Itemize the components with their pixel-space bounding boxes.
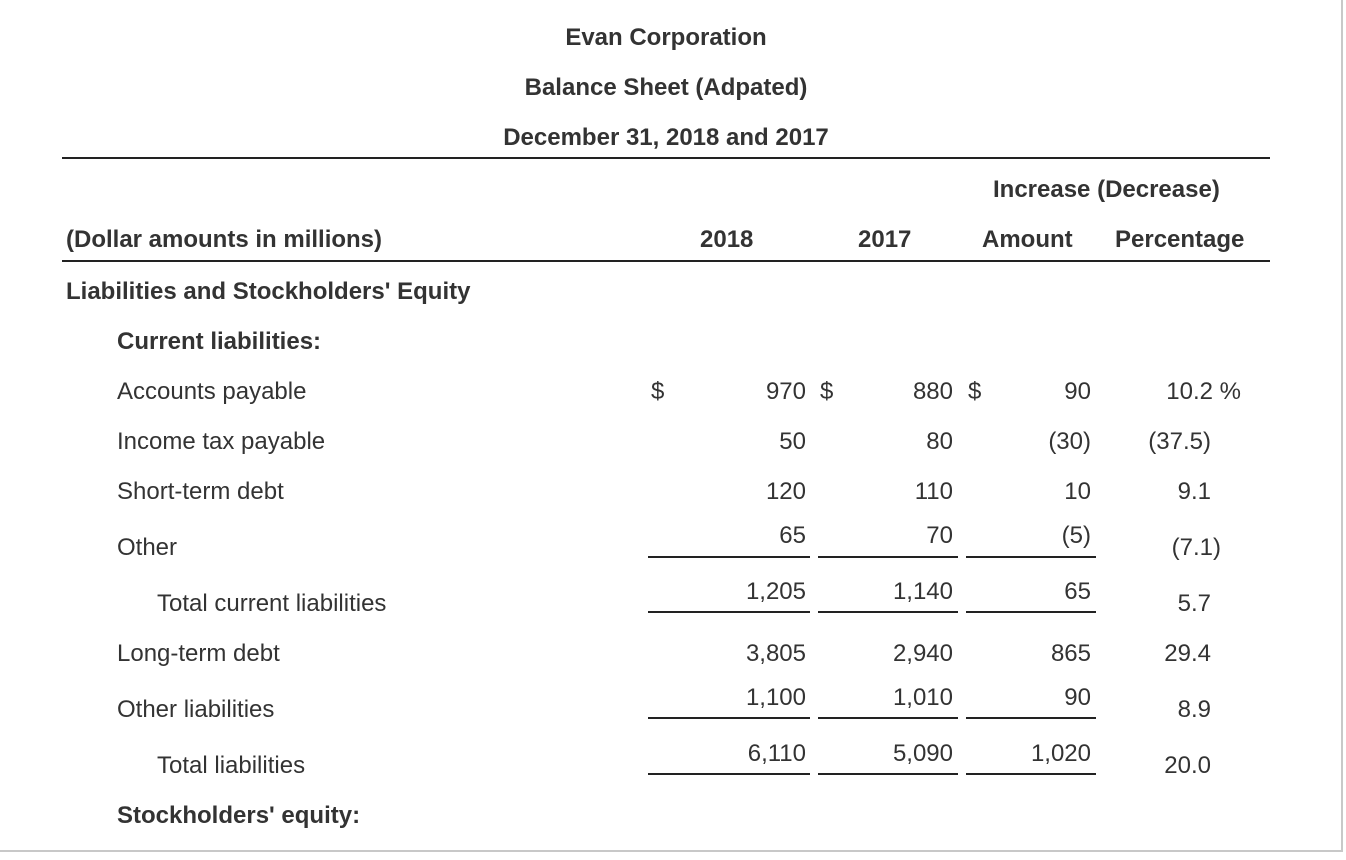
row-label: Income tax payable: [117, 428, 326, 455]
value-percentage: 10.2 %: [1166, 378, 1241, 405]
value-2017: 70: [926, 522, 953, 549]
underline-2018: [648, 556, 810, 558]
value-2017: 880: [912, 378, 953, 405]
value-2018: 3,805: [745, 640, 806, 667]
currency-symbol: $: [968, 378, 982, 405]
statement-title: Balance Sheet (Adpated): [524, 74, 808, 101]
row-label: Other: [117, 534, 178, 561]
value-amount: 90: [1064, 684, 1091, 711]
value-percentage: (7.1): [1171, 534, 1221, 561]
value-amount: 865: [1050, 640, 1091, 667]
underline-amount: [966, 717, 1096, 719]
underline-2017: [818, 717, 958, 719]
row-label: Total liabilities: [157, 752, 306, 779]
value-percentage: 5.7: [1177, 590, 1211, 617]
header-top-rule: [62, 157, 1270, 159]
value-2018: 970: [765, 378, 806, 405]
underline-2018: [648, 611, 810, 613]
value-percentage: 29.4: [1164, 640, 1211, 667]
section-current-liabilities: Current liabilities:: [117, 328, 322, 355]
row-label: Other liabilities: [117, 696, 275, 723]
value-percentage: (37.5): [1148, 428, 1211, 455]
value-2018: 65: [779, 522, 806, 549]
row-label: Short-term debt: [117, 478, 284, 505]
row-label: Accounts payable: [117, 378, 307, 405]
value-2018: 1,100: [745, 684, 806, 711]
value-2017: 1,010: [892, 684, 953, 711]
value-amount: (30): [1048, 428, 1091, 455]
col-amount-header: Amount: [982, 226, 1073, 253]
underline-2018: [648, 773, 810, 775]
value-2018: 120: [765, 478, 806, 505]
value-2017: 110: [914, 478, 953, 505]
increase-decrease-header: Increase (Decrease): [993, 176, 1220, 203]
units-label: (Dollar amounts in millions): [66, 226, 383, 253]
col-2018-header: 2018: [700, 226, 754, 253]
col-percentage-header: Percentage: [1115, 226, 1245, 253]
company-name: Evan Corporation: [565, 24, 767, 51]
value-amount: (5): [1061, 522, 1091, 549]
underline-2017: [818, 773, 958, 775]
section-liabilities-equity: Liabilities and Stockholders' Equity: [66, 278, 471, 305]
value-2018: 6,110: [747, 740, 806, 767]
currency-symbol: $: [820, 378, 834, 405]
underline-amount: [966, 556, 1096, 558]
row-label: Total current liabilities: [157, 590, 387, 617]
underline-amount: [966, 611, 1096, 613]
value-amount: 10: [1064, 478, 1091, 505]
section-stockholders-equity: Stockholders' equity:: [117, 802, 361, 829]
value-percentage: 9.1: [1177, 478, 1211, 505]
underline-2017: [818, 556, 958, 558]
value-percentage: 8.9: [1177, 696, 1211, 723]
value-2017: 2,940: [892, 640, 953, 667]
underline-amount: [966, 773, 1096, 775]
underline-2018: [648, 717, 810, 719]
value-2018: 1,205: [745, 578, 806, 605]
value-amount: 65: [1064, 578, 1091, 605]
row-label: Long-term debt: [117, 640, 280, 667]
value-2017: 1,140: [892, 578, 953, 605]
value-2017: 5,090: [892, 740, 953, 767]
col-2017-header: 2017: [858, 226, 912, 253]
currency-symbol: $: [651, 378, 665, 405]
value-2018: 50: [779, 428, 806, 455]
underline-2017: [818, 611, 958, 613]
value-2017: 80: [926, 428, 953, 455]
value-amount: 1,020: [1030, 740, 1091, 767]
statement-period: December 31, 2018 and 2017: [503, 124, 829, 151]
header-bottom-rule: [62, 260, 1270, 262]
value-amount: 90: [1064, 378, 1091, 405]
value-percentage: 20.0: [1164, 752, 1211, 779]
